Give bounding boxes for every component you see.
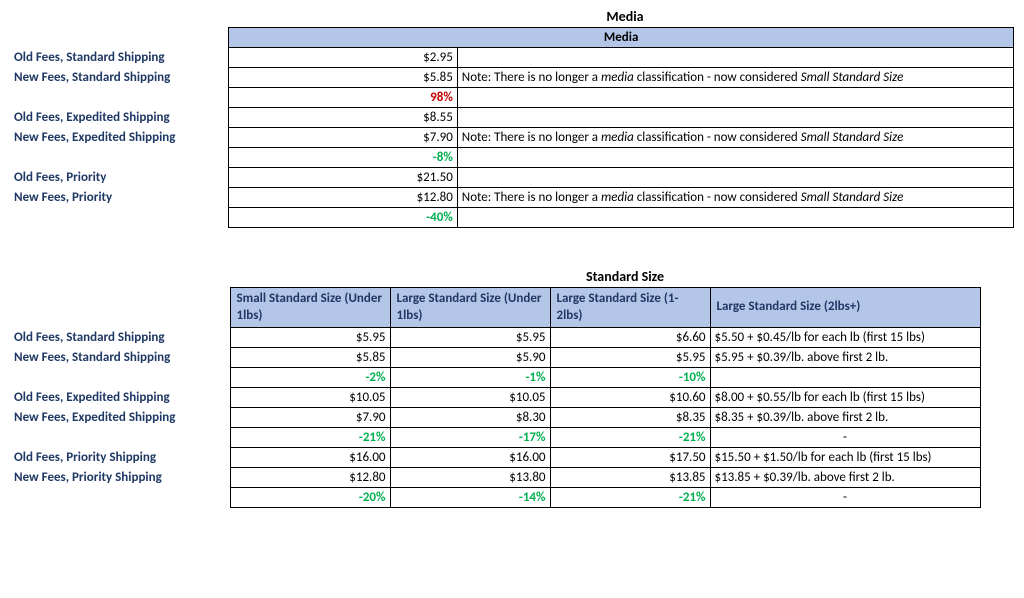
table-row: -8% — [10, 148, 1014, 168]
column-header: Large Standard Size (2lbs+) — [710, 288, 980, 328]
column-header: Large Standard Size (1-2lbs) — [550, 288, 710, 328]
std-section-title: Standard Size — [230, 268, 1020, 285]
pct-cell — [710, 368, 980, 388]
value-cell: $7.90 — [230, 408, 390, 428]
value-cell: $10.60 — [550, 388, 710, 408]
value-cell: $7.90 — [229, 128, 458, 148]
row-label: New Fees, Expedited Shipping — [10, 128, 229, 148]
table-row: New Fees, Standard Shipping $5.85 $5.90 … — [10, 348, 980, 368]
standard-size-table: Small Standard Size (Under 1lbs) Large S… — [10, 287, 981, 508]
value-cell: $5.95 — [230, 328, 390, 348]
table-row: -20% -14% -21% - — [10, 488, 980, 508]
value-cell: $8.30 — [390, 408, 550, 428]
table-row: Old Fees, Standard Shipping $2.95 — [10, 48, 1014, 68]
value-cell: $5.90 — [390, 348, 550, 368]
table-row: New Fees, Priority $12.80 Note: There is… — [10, 188, 1014, 208]
table-row: Old Fees, Expedited Shipping $10.05 $10.… — [10, 388, 980, 408]
row-label: New Fees, Standard Shipping — [10, 68, 229, 88]
row-label: Old Fees, Expedited Shipping — [10, 388, 230, 408]
pct-cell: -20% — [230, 488, 390, 508]
table-row: New Fees, Expedited Shipping $7.90 $8.30… — [10, 408, 980, 428]
pct-cell: -17% — [390, 428, 550, 448]
row-label: Old Fees, Priority Shipping — [10, 448, 230, 468]
pct-cell: - — [710, 488, 980, 508]
value-cell: $5.95 — [550, 348, 710, 368]
row-label: New Fees, Priority — [10, 188, 229, 208]
pct-cell: -10% — [550, 368, 710, 388]
table-row: -21% -17% -21% - — [10, 428, 980, 448]
value-cell: $5.95 + $0.39/lb. above first 2 lb. — [710, 348, 980, 368]
row-label: Old Fees, Standard Shipping — [10, 328, 230, 348]
value-cell: $13.85 — [550, 468, 710, 488]
value-cell: $13.80 — [390, 468, 550, 488]
media-table: Media Old Fees, Standard Shipping $2.95 … — [10, 27, 1014, 228]
row-label: Old Fees, Expedited Shipping — [10, 108, 229, 128]
media-header-band: Media — [229, 28, 1014, 48]
value-cell: $5.85 — [230, 348, 390, 368]
value-cell: $10.05 — [230, 388, 390, 408]
pct-cell: -21% — [550, 488, 710, 508]
value-cell: $5.85 — [229, 68, 458, 88]
pct-cell: -14% — [390, 488, 550, 508]
value-cell: $15.50 + $1.50/lb for each lb (first 15 … — [710, 448, 980, 468]
media-section: Media Media Old Fees, Standard Shipping … — [10, 8, 1014, 228]
value-cell: $10.05 — [390, 388, 550, 408]
pct-cell: -8% — [229, 148, 458, 168]
value-cell: $8.00 + $0.55/lb for each lb (first 15 l… — [710, 388, 980, 408]
value-cell: $2.95 — [229, 48, 458, 68]
value-cell: $8.55 — [229, 108, 458, 128]
note-cell — [457, 148, 1013, 168]
table-row: -2% -1% -10% — [10, 368, 980, 388]
pct-cell: 98% — [229, 88, 458, 108]
note-cell: Note: There is no longer a media classif… — [457, 68, 1013, 88]
note-cell — [457, 108, 1013, 128]
pct-cell: -21% — [550, 428, 710, 448]
note-cell — [457, 88, 1013, 108]
pct-cell: -2% — [230, 368, 390, 388]
row-label: Old Fees, Priority — [10, 168, 229, 188]
pct-cell: -21% — [230, 428, 390, 448]
value-cell: $16.00 — [230, 448, 390, 468]
pct-cell: - — [710, 428, 980, 448]
value-cell: $5.50 + $0.45/lb for each lb (first 15 l… — [710, 328, 980, 348]
value-cell: $6.60 — [550, 328, 710, 348]
value-cell: $8.35 — [550, 408, 710, 428]
value-cell: $5.95 — [390, 328, 550, 348]
table-row: New Fees, Expedited Shipping $7.90 Note:… — [10, 128, 1014, 148]
note-cell — [457, 208, 1013, 228]
note-cell: Note: There is no longer a media classif… — [457, 188, 1013, 208]
row-label: Old Fees, Standard Shipping — [10, 48, 229, 68]
table-row: Old Fees, Expedited Shipping $8.55 — [10, 108, 1014, 128]
standard-size-section: Standard Size Small Standard Size (Under… — [10, 268, 1014, 508]
pct-cell: -40% — [229, 208, 458, 228]
table-row: New Fees, Priority Shipping $12.80 $13.8… — [10, 468, 980, 488]
table-row: New Fees, Standard Shipping $5.85 Note: … — [10, 68, 1014, 88]
value-cell: $12.80 — [230, 468, 390, 488]
row-label: New Fees, Priority Shipping — [10, 468, 230, 488]
table-row: Old Fees, Priority $21.50 — [10, 168, 1014, 188]
table-row: 98% — [10, 88, 1014, 108]
row-label: New Fees, Standard Shipping — [10, 348, 230, 368]
note-cell — [457, 168, 1013, 188]
pct-cell: -1% — [390, 368, 550, 388]
table-row: Old Fees, Standard Shipping $5.95 $5.95 … — [10, 328, 980, 348]
value-cell: $21.50 — [229, 168, 458, 188]
row-label: New Fees, Expedited Shipping — [10, 408, 230, 428]
table-row: Old Fees, Priority Shipping $16.00 $16.0… — [10, 448, 980, 468]
value-cell: $16.00 — [390, 448, 550, 468]
note-cell: Note: There is no longer a media classif… — [457, 128, 1013, 148]
value-cell: $17.50 — [550, 448, 710, 468]
column-header: Small Standard Size (Under 1lbs) — [230, 288, 390, 328]
note-cell — [457, 48, 1013, 68]
table-row: -40% — [10, 208, 1014, 228]
column-header: Large Standard Size (Under 1lbs) — [390, 288, 550, 328]
value-cell: $12.80 — [229, 188, 458, 208]
value-cell: $13.85 + $0.39/lb. above first 2 lb. — [710, 468, 980, 488]
media-section-title: Media — [230, 8, 1020, 25]
value-cell: $8.35 + $0.39/lb. above first 2 lb. — [710, 408, 980, 428]
